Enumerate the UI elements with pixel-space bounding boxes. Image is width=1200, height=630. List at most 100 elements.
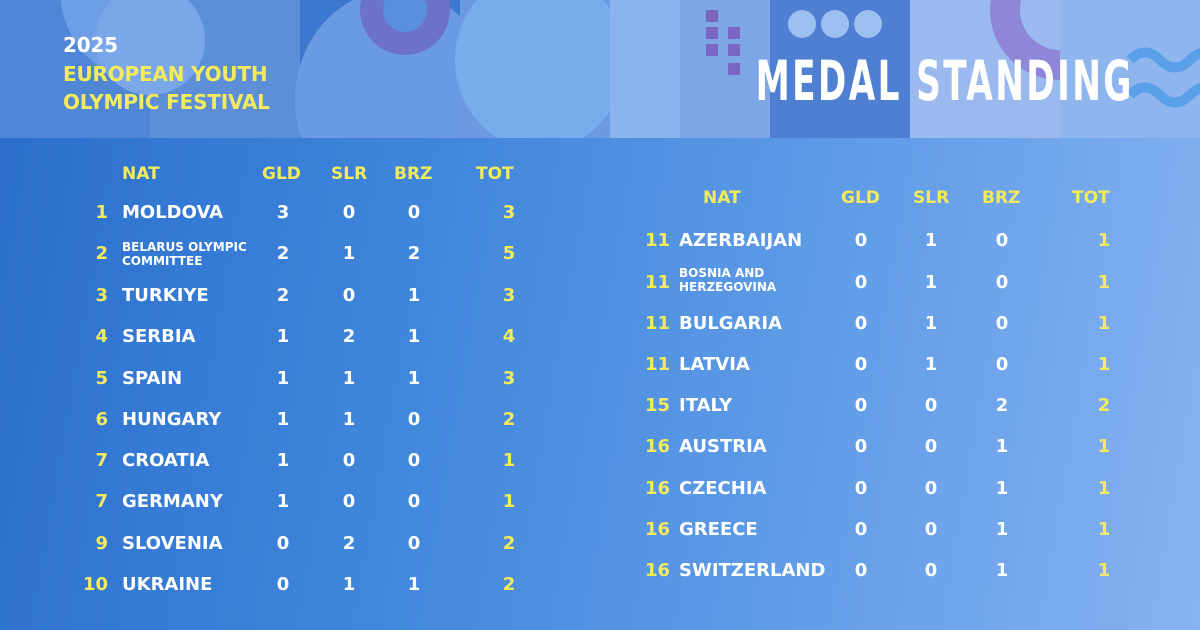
table-row: 11 BULGARIA 0 1 0 1 xyxy=(0,313,1110,343)
rank: 11 xyxy=(644,272,670,293)
rank: 10 xyxy=(82,574,108,595)
silver-count: 1 xyxy=(342,409,356,430)
nation-name: TURKIYE xyxy=(122,285,209,306)
total-count: 3 xyxy=(502,285,516,306)
silver-count: 1 xyxy=(342,574,356,595)
bronze-count: 0 xyxy=(995,230,1009,251)
bronze-count: 0 xyxy=(995,354,1009,375)
nation-name: BOSNIA AND HERZEGOVINA xyxy=(679,266,777,294)
gold-count: 0 xyxy=(854,478,868,499)
event-name: EUROPEAN YOUTH OLYMPIC FESTIVAL xyxy=(63,60,303,116)
bronze-count: 0 xyxy=(407,202,421,223)
silver-count: 0 xyxy=(924,560,938,581)
bronze-count: 1 xyxy=(995,478,1009,499)
rank: 16 xyxy=(644,478,670,499)
nation-name: CZECHIA xyxy=(679,478,767,499)
column-header-bronze: BRZ xyxy=(394,164,433,184)
gold-count: 2 xyxy=(276,285,290,306)
gold-count: 1 xyxy=(276,326,290,347)
silver-count: 0 xyxy=(342,202,356,223)
table-row: 15 ITALY 0 0 2 2 xyxy=(0,395,1110,425)
table-row: 11 BOSNIA AND HERZEGOVINA 0 1 0 1 xyxy=(0,266,1110,302)
rank: 6 xyxy=(95,409,108,430)
gold-count: 0 xyxy=(854,230,868,251)
rank: 16 xyxy=(644,560,670,581)
bronze-count: 1 xyxy=(407,326,421,347)
total-count: 1 xyxy=(1097,354,1111,375)
table-row: 7 GERMANY 1 0 0 1 xyxy=(0,491,600,521)
silver-count: 0 xyxy=(924,478,938,499)
bronze-count: 1 xyxy=(407,285,421,306)
gold-count: 0 xyxy=(854,436,868,457)
total-count: 2 xyxy=(1097,395,1111,416)
total-count: 1 xyxy=(1097,519,1111,540)
event-name-line-1: EUROPEAN YOUTH xyxy=(63,62,268,86)
column-header-total: TOT xyxy=(1072,188,1110,208)
column-header-total: TOT xyxy=(476,164,514,184)
rank: 3 xyxy=(95,285,108,306)
silver-count: 0 xyxy=(924,395,938,416)
column-header-gold: GLD xyxy=(262,164,301,184)
rank: 7 xyxy=(95,491,108,512)
bronze-count: 2 xyxy=(407,243,421,264)
rank: 15 xyxy=(644,395,670,416)
column-header-gold: GLD xyxy=(841,188,880,208)
total-count: 1 xyxy=(1097,272,1111,293)
bronze-count: 1 xyxy=(407,368,421,389)
rank: 9 xyxy=(95,533,108,554)
table-row: 9 SLOVENIA 0 2 0 2 xyxy=(0,533,600,563)
bronze-count: 1 xyxy=(995,560,1009,581)
gold-count: 0 xyxy=(854,560,868,581)
total-count: 2 xyxy=(502,533,516,554)
gold-count: 0 xyxy=(854,313,868,334)
total-count: 1 xyxy=(1097,230,1111,251)
bronze-count: 1 xyxy=(407,574,421,595)
total-count: 4 xyxy=(502,326,516,347)
rank: 4 xyxy=(95,326,108,347)
silver-count: 1 xyxy=(342,368,356,389)
column-header-nat: NAT xyxy=(122,164,160,184)
table-row: 10 UKRAINE 0 1 1 2 xyxy=(0,574,600,604)
gold-count: 1 xyxy=(276,409,290,430)
nation-name: AZERBAIJAN xyxy=(679,230,803,251)
rank: 7 xyxy=(95,450,108,471)
nation-name: UKRAINE xyxy=(122,574,213,595)
table-row: 3 TURKIYE 2 0 1 3 xyxy=(0,285,600,315)
nation-name: SWITZERLAND xyxy=(679,560,826,581)
rank: 2 xyxy=(95,243,108,264)
silver-count: 1 xyxy=(924,354,938,375)
gold-count: 0 xyxy=(854,272,868,293)
gold-count: 0 xyxy=(854,395,868,416)
table-row: 5 SPAIN 1 1 1 3 xyxy=(0,368,600,398)
nation-name: CROATIA xyxy=(122,450,210,471)
silver-count: 0 xyxy=(924,519,938,540)
column-header-bronze: BRZ xyxy=(982,188,1021,208)
silver-count: 1 xyxy=(924,230,938,251)
table-row: 4 SERBIA 1 2 1 4 xyxy=(0,326,600,356)
bronze-count: 0 xyxy=(407,491,421,512)
rank: 16 xyxy=(644,519,670,540)
table-row: 1 MOLDOVA 3 0 0 3 xyxy=(0,202,600,232)
table-row: 2 BELARUS OLYMPIC COMMITTEE 2 1 2 5 xyxy=(0,240,600,273)
gold-count: 0 xyxy=(276,574,290,595)
table-row: 16 AUSTRIA 0 0 1 1 xyxy=(0,436,1110,466)
page-title: MEDAL STANDING xyxy=(755,50,1134,114)
table-row: 6 HUNGARY 1 1 0 2 xyxy=(0,409,600,439)
table-row: 16 SWITZERLAND 0 0 1 1 xyxy=(0,560,1110,590)
gold-count: 0 xyxy=(854,354,868,375)
nation-name: GREECE xyxy=(679,519,758,540)
nation-name: ITALY xyxy=(679,395,733,416)
bronze-count: 0 xyxy=(407,409,421,430)
event-year: 2025 xyxy=(63,33,118,57)
event-name-line-2: OLYMPIC FESTIVAL xyxy=(63,90,270,114)
nation-name: BULGARIA xyxy=(679,313,782,334)
total-count: 1 xyxy=(1097,436,1111,457)
gold-count: 1 xyxy=(276,368,290,389)
table-row: 16 CZECHIA 0 0 1 1 xyxy=(0,478,1110,508)
total-count: 1 xyxy=(1097,313,1111,334)
silver-count: 0 xyxy=(924,436,938,457)
bronze-count: 0 xyxy=(407,450,421,471)
header-banner: 2025 EUROPEAN YOUTH OLYMPIC FESTIVAL MED… xyxy=(0,0,1200,138)
gold-count: 0 xyxy=(276,533,290,554)
